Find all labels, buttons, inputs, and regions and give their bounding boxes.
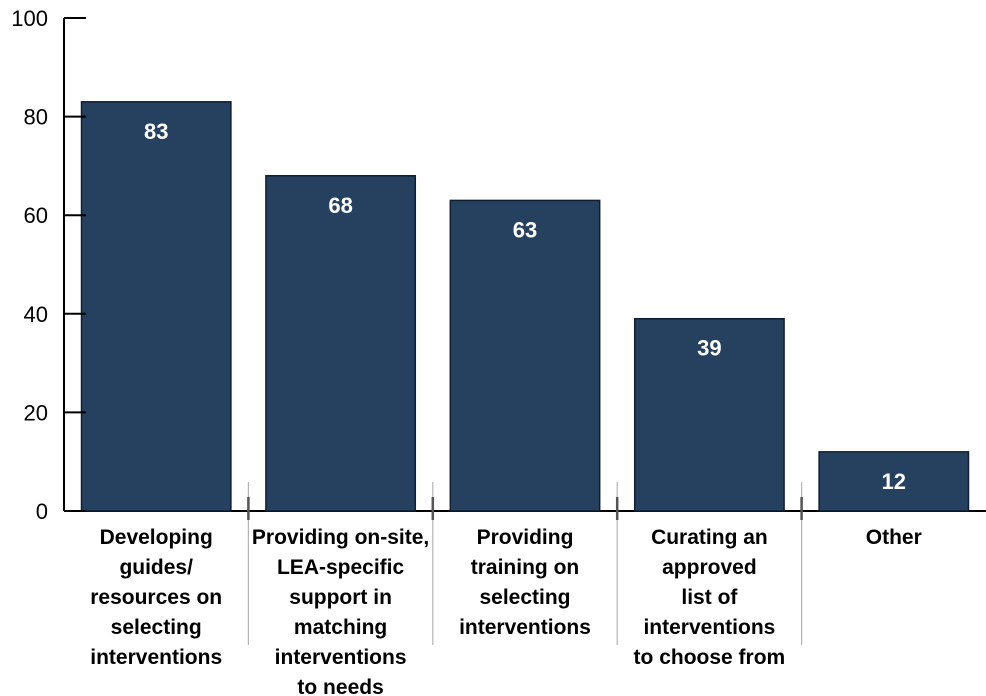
y-tick-label: 0 [36,499,48,524]
category-label-line: interventions [459,616,591,639]
y-tick-label: 60 [24,203,48,228]
category-label-line: support in [289,586,392,609]
category-label-line: Other [866,526,922,549]
category-label-line: Curating an [651,526,768,549]
category-label-line: selecting [111,616,202,639]
category-label-line: resources on [90,586,222,609]
y-tick-label: 20 [24,400,48,425]
category-label-line: training on [471,556,580,579]
bar [449,199,601,512]
category-label-line: approved [662,556,757,579]
category-label-line: matching [294,616,387,639]
y-ticks: 0 20 40 60 80 100 [11,6,86,524]
bar-value-label: 68 [328,193,352,218]
bar [818,451,970,512]
category-label-line: interventions [643,616,775,639]
y-tick-label: 40 [24,302,48,327]
category-label-line: to needs [297,676,383,696]
category-label-line: interventions [90,646,222,669]
bar-value-label: 83 [144,119,168,144]
category-labels: Developing guides/resources on selecting in… [90,482,922,696]
category-label-line: selecting [479,586,570,609]
category-label-line: interventions [275,646,407,669]
bar [80,101,232,512]
category-label-line: guides/ [119,556,193,579]
category-label-line: list of [681,586,738,609]
category-label-line: Developing [100,526,213,549]
bar [265,175,417,512]
bar-value-label: 12 [882,469,906,494]
bar-value-label: 39 [697,336,721,361]
category-label-line: to choose from [634,646,786,669]
y-tick-label: 100 [11,6,48,31]
bar [633,317,785,512]
bars: 83 68 63 39 12 [80,101,970,512]
y-tick-label: 80 [24,105,48,130]
category-label-line: Providing on-site, [252,526,429,549]
category-label-line: LEA-specific [277,556,405,579]
category-label-line: Providing [477,526,574,549]
bar-value-label: 63 [513,217,537,242]
